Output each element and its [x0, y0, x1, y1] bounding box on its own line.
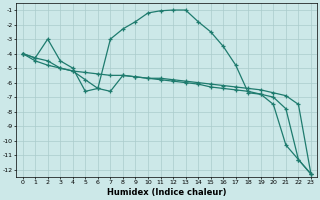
X-axis label: Humidex (Indice chaleur): Humidex (Indice chaleur): [107, 188, 227, 197]
